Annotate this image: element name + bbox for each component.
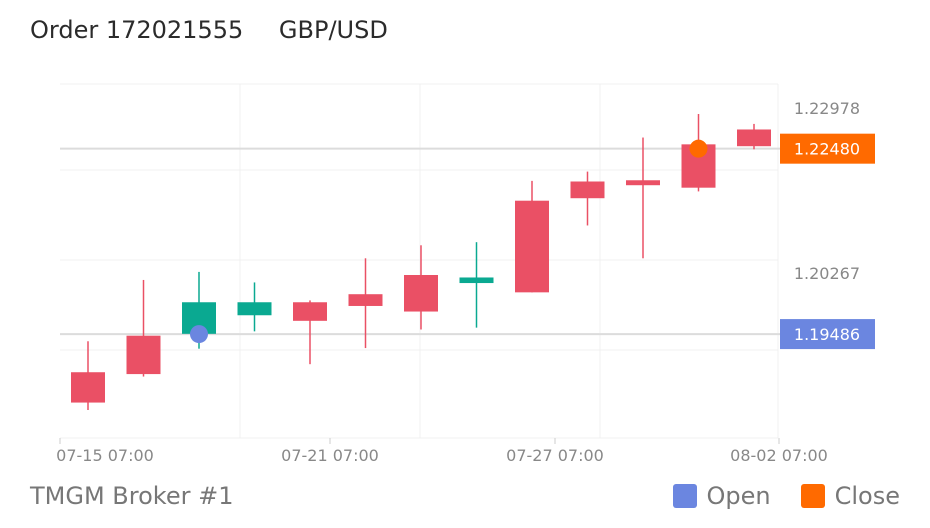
candle-body — [237, 302, 272, 316]
candle-body — [515, 200, 549, 293]
y-axis: 1.22978 1.20267 1.22480 1.19486 — [780, 99, 875, 350]
candle-body — [459, 277, 494, 284]
x-tick-label: 07-21 07:00 — [281, 446, 379, 465]
candle-body — [570, 181, 605, 199]
close-trade-marker — [689, 139, 708, 158]
price-chart[interactable]: 1.22978 1.20267 1.22480 1.19486 07-15 07:00… — [0, 0, 930, 480]
chart-grid — [60, 83, 780, 439]
close-swatch-icon — [800, 484, 825, 508]
x-tick-label: 08-02 07:00 — [730, 446, 828, 465]
candle-body — [626, 180, 660, 186]
symbol-label: GBP/USD — [278, 16, 388, 44]
x-axis: 07-15 07:00 07-21 07:00 07-27 07:00 08-02 0… — [56, 438, 828, 465]
candles-group — [71, 114, 771, 410]
candle-body — [126, 335, 161, 375]
legend-open-label: Open — [706, 482, 771, 510]
legend: Open Close — [672, 482, 900, 510]
price-tag-label: 1.22480 — [794, 140, 860, 159]
legend-close-label: Close — [834, 482, 900, 510]
candle-body — [71, 372, 105, 403]
y-tick-label: 1.22978 — [794, 99, 860, 118]
legend-open: Open — [672, 482, 771, 510]
y-tick-label: 1.20267 — [794, 264, 860, 283]
candle-body — [737, 129, 771, 147]
candle-body — [404, 275, 438, 312]
broker-label: TMGM Broker #1 — [30, 482, 234, 510]
trade-markers — [190, 139, 708, 344]
legend-close: Close — [800, 482, 900, 510]
price-tag-bg — [780, 133, 875, 164]
open-trade-marker — [190, 325, 208, 344]
x-tick-label: 07-15 07:00 — [56, 446, 154, 465]
candle-body — [293, 302, 327, 321]
price-tag-bg — [780, 319, 875, 350]
open-swatch-icon — [672, 484, 697, 508]
order-header: Order 172021555 GBP/USD — [30, 16, 388, 44]
x-tick-label: 07-27 07:00 — [506, 446, 604, 465]
candle-body — [348, 294, 383, 306]
price-tag-label: 1.19486 — [794, 325, 860, 344]
order-label: Order 172021555 — [30, 16, 244, 44]
